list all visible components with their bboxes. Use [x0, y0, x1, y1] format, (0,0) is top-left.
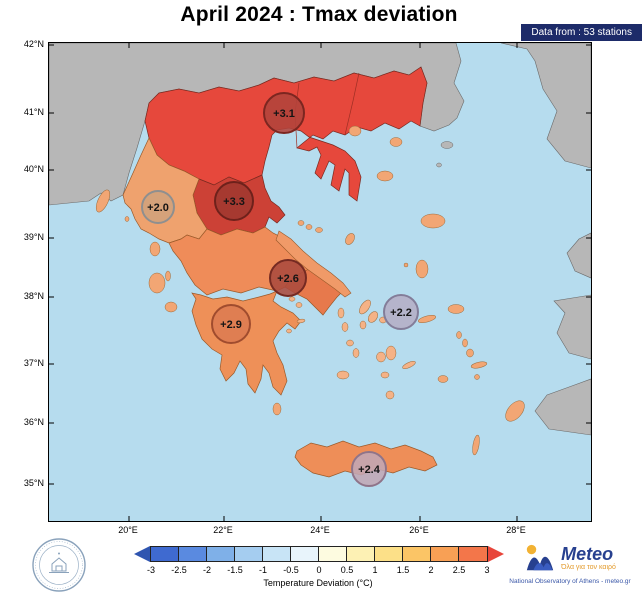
lon-tick-label: 20°E	[118, 525, 138, 535]
meteo-logo-text: Meteo	[561, 544, 614, 564]
lat-tick-label: 39°N	[23, 232, 44, 242]
aegean-islands	[297, 125, 465, 323]
colorbar-tick-label: 2	[428, 565, 434, 575]
colorbar-tick-label: 3	[484, 565, 490, 575]
station-bubble	[383, 294, 419, 330]
station-bubble	[214, 181, 254, 221]
observatory-seal-logo	[32, 538, 86, 592]
meteo-logo-icon	[526, 544, 554, 571]
colorbar-segment	[431, 547, 459, 561]
colorbar-segment	[179, 547, 207, 561]
lat-tick-label: 42°N	[23, 39, 44, 49]
station-bubble-label: +2.9	[220, 319, 242, 331]
lat-tick-label: 36°N	[23, 417, 44, 427]
region-turkey-coast-c	[534, 378, 591, 436]
region-turkey-coast-a	[566, 232, 591, 279]
meteo-branding: Meteo Όλα για τον καιρό National Observa…	[499, 542, 641, 585]
station-bubble-label: +2.0	[147, 202, 169, 214]
station-bubble	[269, 259, 307, 297]
colorbar-tick-label: 2.5	[452, 565, 466, 575]
colorbar-tick-label: -0.5	[283, 565, 299, 575]
station-bubble	[211, 304, 251, 344]
station-bubble	[141, 190, 175, 224]
seal-building-icon	[51, 557, 67, 572]
colorbar-segment	[319, 547, 347, 561]
lon-tick-label: 28°E	[506, 525, 526, 535]
station-bubble	[351, 451, 387, 487]
cyclades-islands	[286, 296, 416, 400]
colorbar-segment	[375, 547, 403, 561]
colorbar-bar	[134, 546, 504, 562]
colorbar-arrow-right	[488, 546, 504, 562]
colorbar-tick-label: 0.5	[340, 565, 354, 575]
region-macedonia-thrace	[144, 66, 428, 202]
colorbar-segment	[459, 547, 487, 561]
colorbar: -3 -2.5 -2 -1.5 -1 -0.5 0 0.5 1 1.5 2 2.5 3 Temperat…	[134, 546, 504, 593]
island-imbros	[440, 141, 454, 149]
greece-map: +3.1 +2.0 +3.3 +2.6 +2.9 +2.2 +2.4	[48, 42, 592, 522]
region-turkey-coast-b	[553, 294, 591, 360]
meteo-tagline: Όλα για τον καιρό	[561, 564, 616, 571]
meteo-attribution: National Observatory of Athens - meteo.g…	[509, 578, 631, 585]
colorbar-label: Temperature Deviation (°C)	[263, 578, 373, 588]
island-tenedos	[436, 162, 442, 168]
colorbar-tick-label: -2.5	[171, 565, 187, 575]
lat-tick-label: 40°N	[23, 164, 44, 174]
colorbar-segment	[291, 547, 319, 561]
colorbar-tick-label: 1	[372, 565, 378, 575]
colorbar-tick-label: -3	[146, 565, 156, 575]
lat-tick-label: 38°N	[23, 291, 44, 301]
colorbar-segment	[347, 547, 375, 561]
dodecanese-islands	[437, 331, 525, 456]
station-bubble-label: +3.1	[273, 108, 295, 120]
station-bubble-label: +2.6	[277, 273, 299, 285]
colorbar-arrow-left	[134, 546, 150, 562]
station-bubbles: +3.1 +2.0 +3.3 +2.6 +2.9 +2.2 +2.4	[141, 92, 419, 487]
admin-line-thrace	[344, 72, 360, 136]
lon-tick-label: 24°E	[310, 525, 330, 535]
colorbar-segment	[151, 547, 179, 561]
map-ticks	[49, 43, 591, 521]
colorbar-tick-label: -1	[258, 565, 268, 575]
colorbar-segment	[263, 547, 291, 561]
ionian-islands	[95, 189, 282, 416]
lon-tick-label: 22°E	[213, 525, 233, 535]
station-bubble-label: +2.2	[390, 307, 412, 319]
station-bubble	[263, 92, 305, 134]
colorbar-segment	[403, 547, 431, 561]
lon-tick-label: 26°E	[409, 525, 429, 535]
page-title: April 2024 : Tmax deviation	[180, 3, 458, 26]
region-euboea	[275, 230, 352, 298]
colorbar-tick-label: 1.5	[396, 565, 410, 575]
station-bubble-label: +2.4	[358, 464, 381, 476]
lat-tick-label: 35°N	[23, 478, 44, 488]
colorbar-tick-label: -2	[202, 565, 212, 575]
region-turkey-northeast	[500, 43, 591, 169]
lat-tick-label: 37°N	[23, 358, 44, 368]
colorbar-segment	[235, 547, 263, 561]
lat-tick-label: 41°N	[23, 107, 44, 117]
data-source-badge: Data from : 53 stations	[521, 24, 642, 41]
colorbar-segments	[150, 546, 488, 562]
colorbar-tick-label: 0	[316, 565, 322, 575]
colorbar-tick-label: -1.5	[227, 565, 243, 575]
colorbar-segment	[207, 547, 235, 561]
station-bubble-label: +3.3	[223, 196, 245, 208]
